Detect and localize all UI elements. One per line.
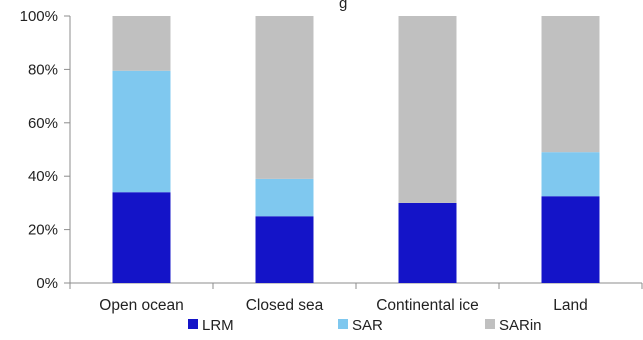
bar-segment-lrm [541, 196, 600, 283]
x-category-label: Open ocean [99, 297, 183, 314]
bar-segment-sar [112, 70, 171, 193]
y-tick-label: 20% [28, 222, 58, 239]
x-category-label: Closed sea [246, 297, 324, 314]
legend-swatch-sar [338, 319, 348, 329]
x-category-label: Continental ice [376, 297, 479, 314]
y-tick-label: 40% [28, 168, 58, 185]
bar-segment-sar [255, 178, 314, 217]
bar-segment-sarin [112, 16, 171, 71]
x-category-label: Land [553, 297, 587, 314]
y-tick-label: 80% [28, 61, 58, 78]
bar-segment-sarin [541, 16, 600, 153]
legend-swatch-lrm [188, 319, 198, 329]
legend-label-sar: SAR [352, 317, 383, 334]
bar-segment-lrm [112, 192, 171, 283]
bar-segment-lrm [398, 202, 457, 283]
y-tick-label: 100% [20, 8, 58, 25]
legend-swatch-sarin [485, 319, 495, 329]
bar-segment-sarin [255, 16, 314, 179]
legend-label-sarin: SARin [499, 317, 542, 334]
y-tick-label: 0% [36, 275, 58, 292]
bar-segment-sarin [398, 16, 457, 203]
bar-segment-lrm [255, 216, 314, 283]
bar-segment-sar [541, 152, 600, 197]
chart-title-fragment: g [339, 0, 347, 12]
y-tick-label: 60% [28, 115, 58, 132]
legend-label-lrm: LRM [202, 317, 234, 334]
